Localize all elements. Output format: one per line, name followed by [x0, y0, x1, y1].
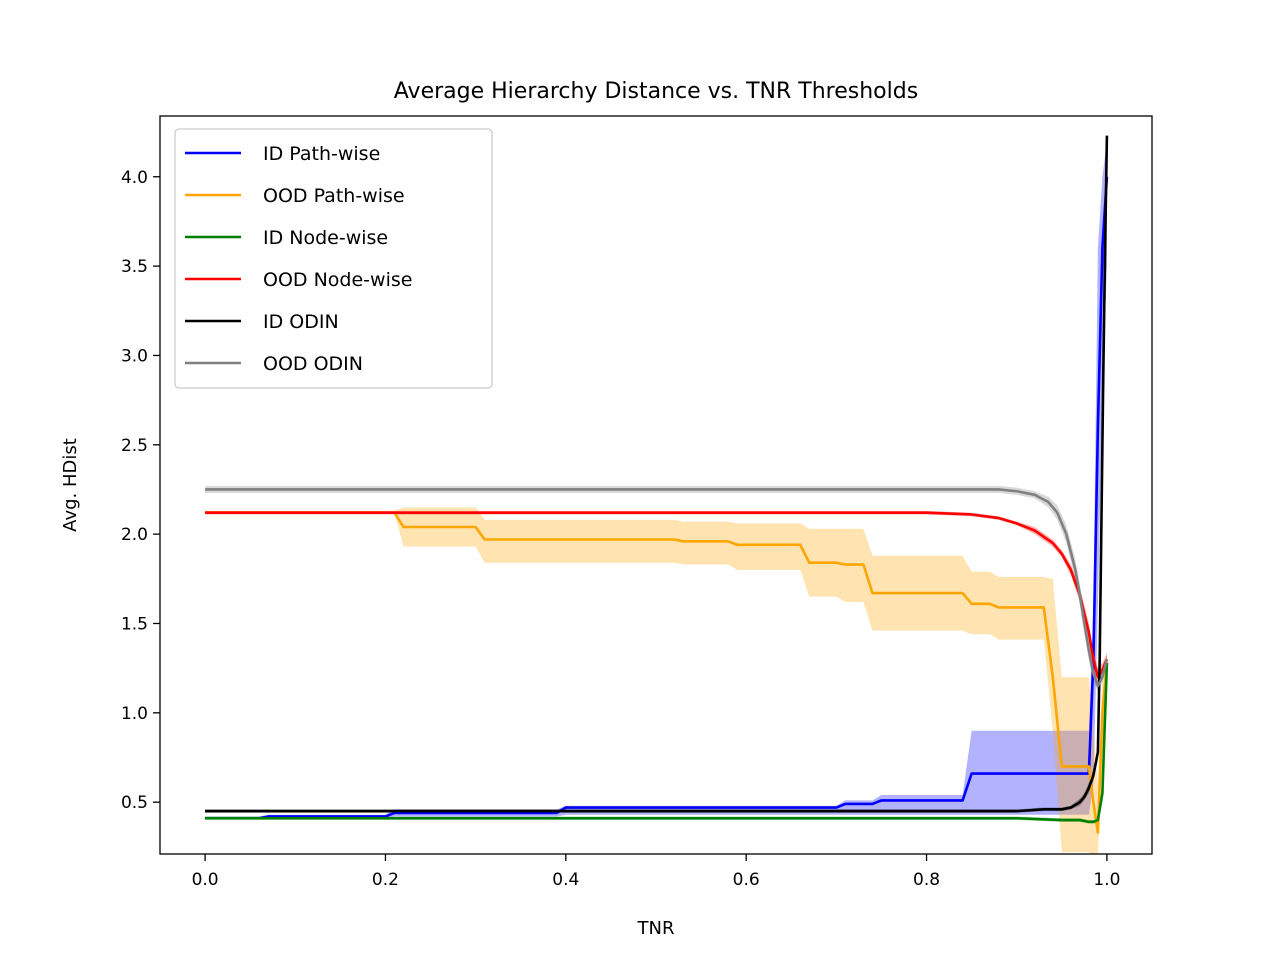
- id-odin-line: [205, 135, 1109, 813]
- ood-node-wise-line: [205, 511, 1109, 679]
- id-node-wise-line: [205, 662, 1109, 824]
- y-tick-label: 4.0: [121, 168, 148, 188]
- id-path-wise-band: [205, 141, 1107, 819]
- x-tick-label: 0.0: [192, 870, 219, 890]
- x-tick-label: 0.2: [372, 870, 399, 890]
- x-tick-label: 0.6: [733, 870, 760, 890]
- y-tick-label: 1.0: [121, 704, 148, 724]
- legend-label-id-node-wise: ID Node-wise: [263, 227, 388, 249]
- ood-odin-line: [205, 488, 1109, 688]
- legend-box: [174, 128, 493, 389]
- legend-label-ood-path-wise: OOD Path-wise: [263, 185, 405, 207]
- legend-label-ood-node-wise: OOD Node-wise: [263, 269, 412, 291]
- chart-title: Average Hierarchy Distance vs. TNR Thres…: [394, 79, 918, 104]
- y-axis: 0.5 1.0 1.5 2.0 2.5 3.0 3.5 4.0: [121, 168, 160, 813]
- legend-label-ood-odin: OOD ODIN: [263, 353, 363, 375]
- ood-path-wise-line: [205, 511, 1109, 834]
- x-axis: 0.0 0.2 0.4 0.6 0.8 1.0: [192, 854, 1120, 890]
- y-axis-label: Avg. HDist: [60, 438, 81, 532]
- plot-frame: [159, 115, 1153, 855]
- id-path-wise-line: [205, 176, 1109, 820]
- legend-label-id-odin: ID ODIN: [263, 311, 339, 333]
- series-lines: [205, 135, 1109, 834]
- y-tick-label: 2.5: [121, 436, 148, 456]
- x-tick-label: 0.8: [913, 870, 940, 890]
- x-axis-label: TNR: [637, 918, 675, 939]
- y-tick-label: 3.0: [121, 346, 148, 366]
- y-tick-label: 3.5: [121, 257, 148, 277]
- x-tick-label: 0.4: [552, 870, 579, 890]
- legend-label-id-path-wise: ID Path-wise: [263, 143, 380, 165]
- x-tick-label: 1.0: [1093, 870, 1120, 890]
- y-tick-label: 0.5: [121, 793, 148, 813]
- y-tick-label: 1.5: [121, 614, 148, 634]
- y-tick-label: 2.0: [121, 525, 148, 545]
- legend: ID Path-wise OOD Path-wise ID Node-wise OOD…: [174, 128, 493, 389]
